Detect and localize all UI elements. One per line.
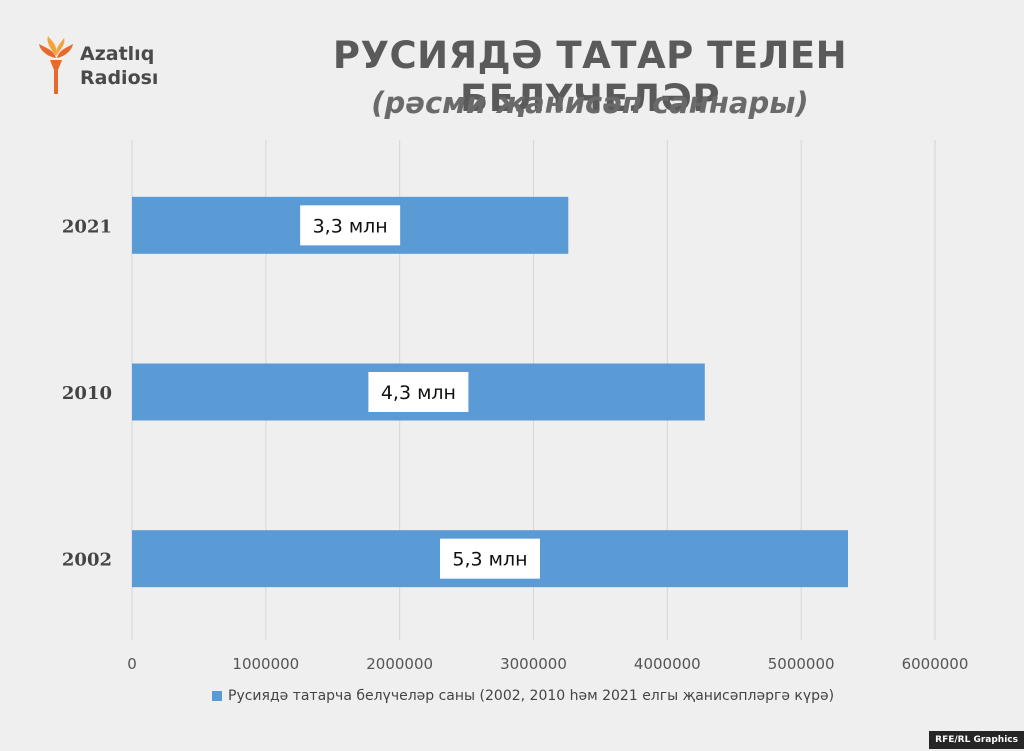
y-tick-label: 2021 xyxy=(62,216,112,237)
y-tick-label: 2002 xyxy=(62,550,112,571)
x-tick-label: 0 xyxy=(127,655,137,673)
page-subtitle: (рәсми җанисәп саннары) xyxy=(371,86,809,120)
page-title: РУСИЯДӘ ТАТАР ТЕЛЕН БЕЛҮЧЕЛӘР xyxy=(332,34,848,120)
x-tick-label: 4000000 xyxy=(634,655,701,673)
bars: 5,3 млн 4,3 млн 3,3 млн xyxy=(132,196,849,588)
y-tick-label: 2010 xyxy=(62,383,112,404)
data-label-box xyxy=(440,538,541,579)
data-label-box xyxy=(368,372,469,412)
x-axis-ticks: 0 1000000 2000000 3000000 4000000 5000000 6000… xyxy=(127,655,968,673)
brand-name-line1: Azatlıq xyxy=(80,43,155,65)
y-axis-ticks: 2002 2010 2021 xyxy=(62,216,112,570)
brand-logo: Azatlıq Radiosı xyxy=(36,34,166,104)
x-tick-label: 5000000 xyxy=(768,655,835,673)
credit-badge: RFE/RL Graphics xyxy=(929,731,1024,749)
data-label: 5,3 млн xyxy=(452,549,527,571)
brand-name: Azatlıq Radiosı xyxy=(80,42,158,90)
torch-flame-icon xyxy=(39,36,73,94)
x-tick-label: 6000000 xyxy=(902,655,969,673)
x-tick-label: 2000000 xyxy=(366,655,433,673)
legend-swatch xyxy=(212,691,222,701)
data-label: 4,3 млн xyxy=(381,382,456,404)
data-label-box xyxy=(300,205,401,246)
brand-name-line2: Radiosı xyxy=(80,67,159,89)
legend: Русиядә татарча белүчеләр саны (2002, 20… xyxy=(212,688,834,704)
x-tick-label: 1000000 xyxy=(232,655,299,673)
legend-label: Русиядә татарча белүчеләр саны (2002, 20… xyxy=(228,688,835,704)
x-tick-label: 3000000 xyxy=(500,655,567,673)
data-label: 3,3 млн xyxy=(313,215,388,237)
